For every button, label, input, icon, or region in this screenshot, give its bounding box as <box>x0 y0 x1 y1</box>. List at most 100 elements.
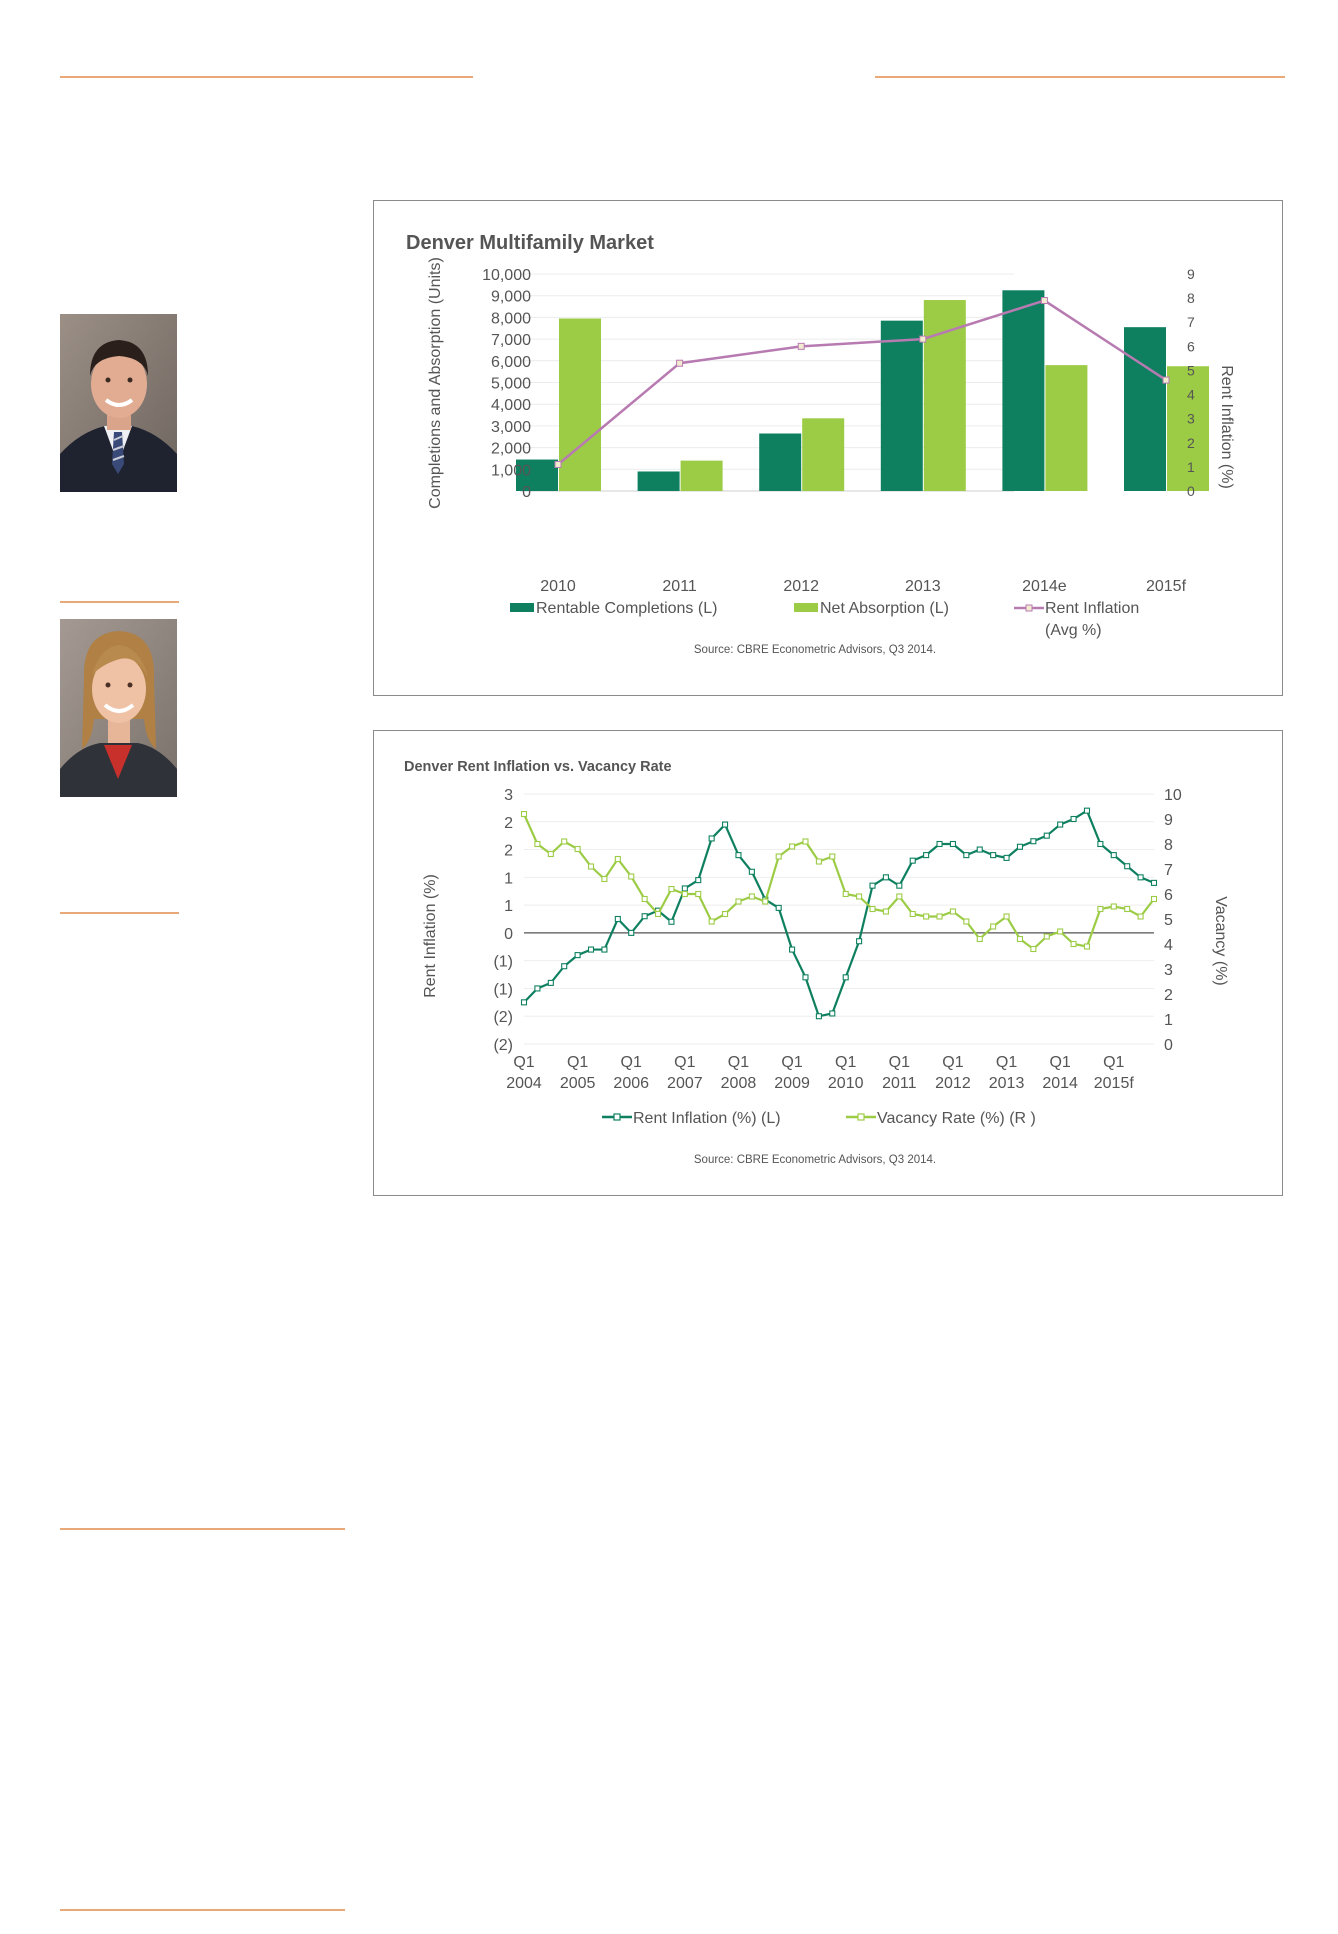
chart2-title: Denver Rent Inflation vs. Vacancy Rate <box>404 759 672 775</box>
rent-inflation-point <box>534 985 541 992</box>
rent-inflation-point <box>1057 821 1064 828</box>
y-tick-label: 0 <box>522 484 531 501</box>
vacancy-rate-point <box>1110 903 1117 910</box>
vacancy-rate-point <box>574 845 581 853</box>
rent-inflation-point <box>1162 376 1170 384</box>
sidebar-rule-3 <box>60 1528 345 1530</box>
rent-inflation-point <box>1110 852 1117 859</box>
y2-tick-label: 8 <box>1164 837 1173 854</box>
rent-inflation-point <box>919 335 927 343</box>
x-tick-label-quarter: Q1 <box>1049 1054 1070 1071</box>
legend-label-rent-inflation: Rent Inflation <box>1045 600 1139 617</box>
rent-inflation-point <box>1137 874 1144 881</box>
vacancy-rate-point <box>802 838 809 845</box>
rent-inflation-point <box>923 852 930 859</box>
x-tick-label: 2011 <box>662 578 697 595</box>
bar-absorption <box>680 460 723 491</box>
rent-inflation-point <box>676 359 684 367</box>
rent-inflation-point <box>1043 832 1050 839</box>
y-tick-label: 6,000 <box>491 354 531 371</box>
chart-panel-rent-vacancy: Denver Rent Inflation vs. Vacancy Rate R… <box>373 730 1283 1196</box>
bar-absorption <box>1167 366 1209 491</box>
y-tick-label: 1,000 <box>491 462 531 479</box>
y-tick-label: 10,000 <box>482 267 531 284</box>
legend-label-vacancy: Vacancy Rate (%) (R ) <box>877 1110 1036 1127</box>
y2-tick-label: 9 <box>1187 266 1195 282</box>
bar-completions <box>880 320 923 491</box>
y-tick-label: (1) <box>493 954 513 971</box>
rent-inflation-point <box>722 821 729 828</box>
vacancy-rate-point <box>641 895 648 903</box>
bar-completions <box>516 459 558 491</box>
vacancy-rate-point <box>668 885 675 893</box>
chart-panel-multifamily: Denver Multifamily Market Completions an… <box>373 200 1283 696</box>
bar-completions <box>759 433 802 491</box>
rent-inflation-point <box>1083 807 1091 814</box>
rent-inflation-point <box>949 840 956 848</box>
rent-inflation-point <box>587 946 595 953</box>
rent-inflation-point <box>856 938 863 945</box>
legend-label-completions: Rentable Completions (L) <box>536 600 717 617</box>
vacancy-rate-point <box>1070 940 1077 948</box>
x-tick-label-quarter: Q1 <box>621 1054 642 1071</box>
x-tick-label-quarter: Q1 <box>728 1054 749 1071</box>
y2-tick-label: 9 <box>1164 812 1173 829</box>
rent-inflation-point <box>735 852 742 859</box>
y2-tick-label: 3 <box>1164 962 1173 979</box>
x-tick-label-quarter: Q1 <box>942 1054 963 1071</box>
x-tick-label: 2012 <box>783 578 819 595</box>
vacancy-rate-point <box>1003 913 1010 920</box>
vacancy-rate-point <box>815 858 822 865</box>
rent-inflation-point <box>802 974 809 981</box>
rent-inflation-point <box>936 840 943 848</box>
rent-inflation-point <box>681 885 688 892</box>
vacancy-rate-point <box>534 840 541 848</box>
legend-label-rent-inflation-2: Rent Inflation (%) (L) <box>633 1110 781 1127</box>
x-tick-label-year: 2006 <box>613 1075 649 1092</box>
x-tick-label-year: 2007 <box>667 1075 703 1092</box>
vacancy-rate-point <box>1043 933 1050 940</box>
vacancy-rate-point <box>1083 943 1091 950</box>
x-tick-label: 2014e <box>1022 578 1067 595</box>
legend-swatch-completions <box>510 603 534 612</box>
multifamily-chart: Denver Multifamily Market Completions an… <box>406 232 1235 656</box>
y-tick-label: 1 <box>504 870 513 887</box>
vacancy-rate-point <box>520 810 528 818</box>
x-tick-label-quarter: Q1 <box>835 1054 856 1071</box>
rent-inflation-point <box>1003 854 1010 861</box>
x-tick-label-year: 2015f <box>1094 1075 1135 1092</box>
sidebar-rule-4 <box>60 1909 345 1911</box>
rent-inflation-point <box>963 852 970 859</box>
rent-inflation-point <box>896 882 903 889</box>
rent-inflation-line <box>523 809 1155 1018</box>
vacancy-rate-point <box>1057 928 1064 935</box>
vacancy-rate-point <box>923 913 930 920</box>
chart1-ylabel: Completions and Absorption (Units) <box>427 257 444 509</box>
y-tick-label: (2) <box>493 1037 513 1054</box>
rent-vacancy-chart: Denver Rent Inflation vs. Vacancy Rate R… <box>404 759 1229 1166</box>
rent-inflation-point <box>708 835 715 842</box>
chart2-ylabel: Rent Inflation (%) <box>422 874 439 998</box>
portrait-man-icon <box>60 314 177 492</box>
vacancy-rate-point <box>896 893 903 900</box>
chart1-y2label: Rent Inflation (%) <box>1218 365 1235 489</box>
vacancy-rate-point <box>601 875 608 883</box>
bar-absorption <box>559 318 601 491</box>
rent-inflation-point <box>547 979 554 986</box>
x-tick-label-year: 2014 <box>1042 1075 1078 1092</box>
portrait-woman-photo <box>60 619 177 797</box>
rent-inflation-point <box>1016 843 1024 850</box>
y2-tick-label: 6 <box>1187 338 1195 354</box>
vacancy-rate-point <box>976 935 983 943</box>
vacancy-rate-point <box>882 908 889 915</box>
vacancy-rate-point <box>1124 905 1131 913</box>
bar-absorption <box>1045 365 1088 491</box>
y-tick-label: 2 <box>504 843 513 860</box>
rent-inflation-point <box>574 952 581 959</box>
vacancy-rate-point <box>628 873 635 880</box>
vacancy-rate-point <box>587 863 595 870</box>
y2-tick-label: 7 <box>1164 862 1173 879</box>
vacancy-rate-point <box>748 893 755 900</box>
rent-inflation-point <box>1150 879 1158 886</box>
rent-inflation-point <box>775 904 782 911</box>
